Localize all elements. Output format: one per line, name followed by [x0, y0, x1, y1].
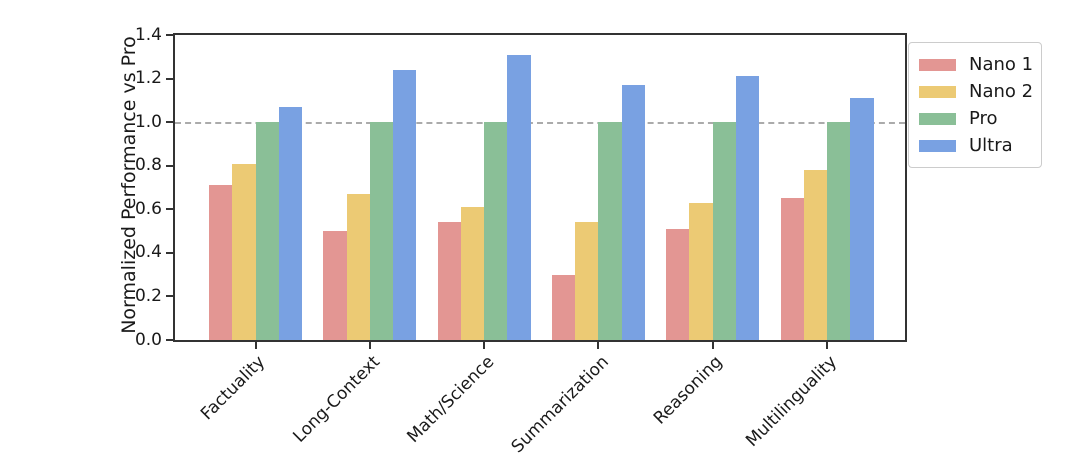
bar-nano-2-multilinguality — [803, 170, 827, 340]
legend-label-ultra: Ultra — [969, 135, 1013, 156]
y-tick — [166, 77, 173, 80]
y-tick-label: 0.8 — [134, 155, 162, 176]
bar-pro-multilinguality — [827, 122, 851, 340]
x-tick-label-summarization: Summarization — [507, 352, 613, 458]
legend-swatch-ultra — [919, 139, 956, 152]
legend-swatch-pro — [919, 112, 956, 125]
reference-line — [175, 122, 905, 125]
x-tick — [826, 342, 828, 349]
bar-nano-2-summarization — [575, 222, 599, 340]
y-tick — [166, 208, 173, 211]
x-tick — [597, 342, 600, 349]
y-tick — [166, 339, 173, 341]
x-tick-label-multilinguality: Multilinguality — [742, 352, 842, 451]
y-tick — [166, 295, 173, 298]
x-tick-label-reasoning: Reasoning — [650, 352, 727, 429]
x-tick-label-long-context: Long-Context — [289, 352, 384, 447]
y-tick-label: 0.4 — [134, 242, 162, 263]
bar-nano-1-multilinguality — [780, 198, 804, 340]
x-tick — [483, 342, 486, 349]
bar-ultra-multilinguality — [850, 98, 874, 340]
legend-item-nano-2: Nano 2 — [919, 78, 1034, 105]
bar-nano-2-factuality — [232, 163, 256, 340]
bar-ultra-reasoning — [735, 76, 760, 340]
bar-nano-2-long-context — [346, 194, 370, 340]
x-tick — [711, 342, 714, 349]
bar-pro-math-science — [484, 122, 508, 340]
y-tick-label: 0.0 — [134, 329, 162, 350]
legend-item-pro: Pro — [919, 105, 1031, 132]
legend-item-ultra: Ultra — [919, 132, 1031, 159]
y-tick-label: 0.2 — [134, 285, 162, 306]
legend-label-nano-1: Nano 1 — [969, 54, 1034, 75]
legend-label-pro: Pro — [969, 108, 998, 129]
y-tick-label: 0.6 — [134, 198, 162, 219]
bar-pro-factuality — [255, 122, 279, 340]
y-tick — [166, 121, 173, 124]
bar-pro-long-context — [369, 122, 394, 340]
y-tick — [166, 164, 173, 167]
y-tick — [166, 251, 173, 254]
bar-pro-reasoning — [712, 122, 736, 340]
y-tick-label: 1.0 — [134, 111, 162, 132]
legend-swatch-nano-2 — [919, 85, 956, 98]
legend-item-nano-1: Nano 1 — [919, 51, 1034, 78]
bar-nano-1-summarization — [551, 274, 576, 340]
plot-area: 0.0 0.2 0.4 0.6 0.8 1.0 1.2 1.4 Factuality Long-C… — [135, 26, 907, 457]
y-tick — [166, 34, 173, 36]
bar-ultra-factuality — [278, 106, 302, 340]
bar-nano-2-math-science — [460, 207, 485, 340]
legend-box: Nano 1 Nano 2 Pro Ultra — [908, 42, 1042, 168]
bar-ultra-summarization — [621, 85, 645, 340]
bar-ultra-math-science — [507, 54, 531, 340]
x-tick — [254, 342, 257, 349]
bar-nano-1-reasoning — [666, 228, 690, 340]
x-tick-label-factuality: Factuality — [197, 352, 270, 425]
x-tick — [368, 342, 371, 349]
bar-pro-summarization — [598, 122, 622, 340]
bar-nano-1-math-science — [437, 222, 461, 340]
bar-nano-2-reasoning — [689, 202, 713, 340]
legend-label-nano-2: Nano 2 — [969, 81, 1034, 102]
bar-nano-1-factuality — [209, 185, 233, 340]
bar-ultra-long-context — [393, 69, 417, 340]
y-tick-label: 1.2 — [134, 68, 162, 89]
bar-nano-1-long-context — [323, 231, 347, 340]
x-tick-label-math-science: Math/Science — [403, 352, 499, 447]
legend-swatch-nano-1 — [919, 58, 956, 71]
y-tick-label: 1.4 — [134, 24, 162, 45]
